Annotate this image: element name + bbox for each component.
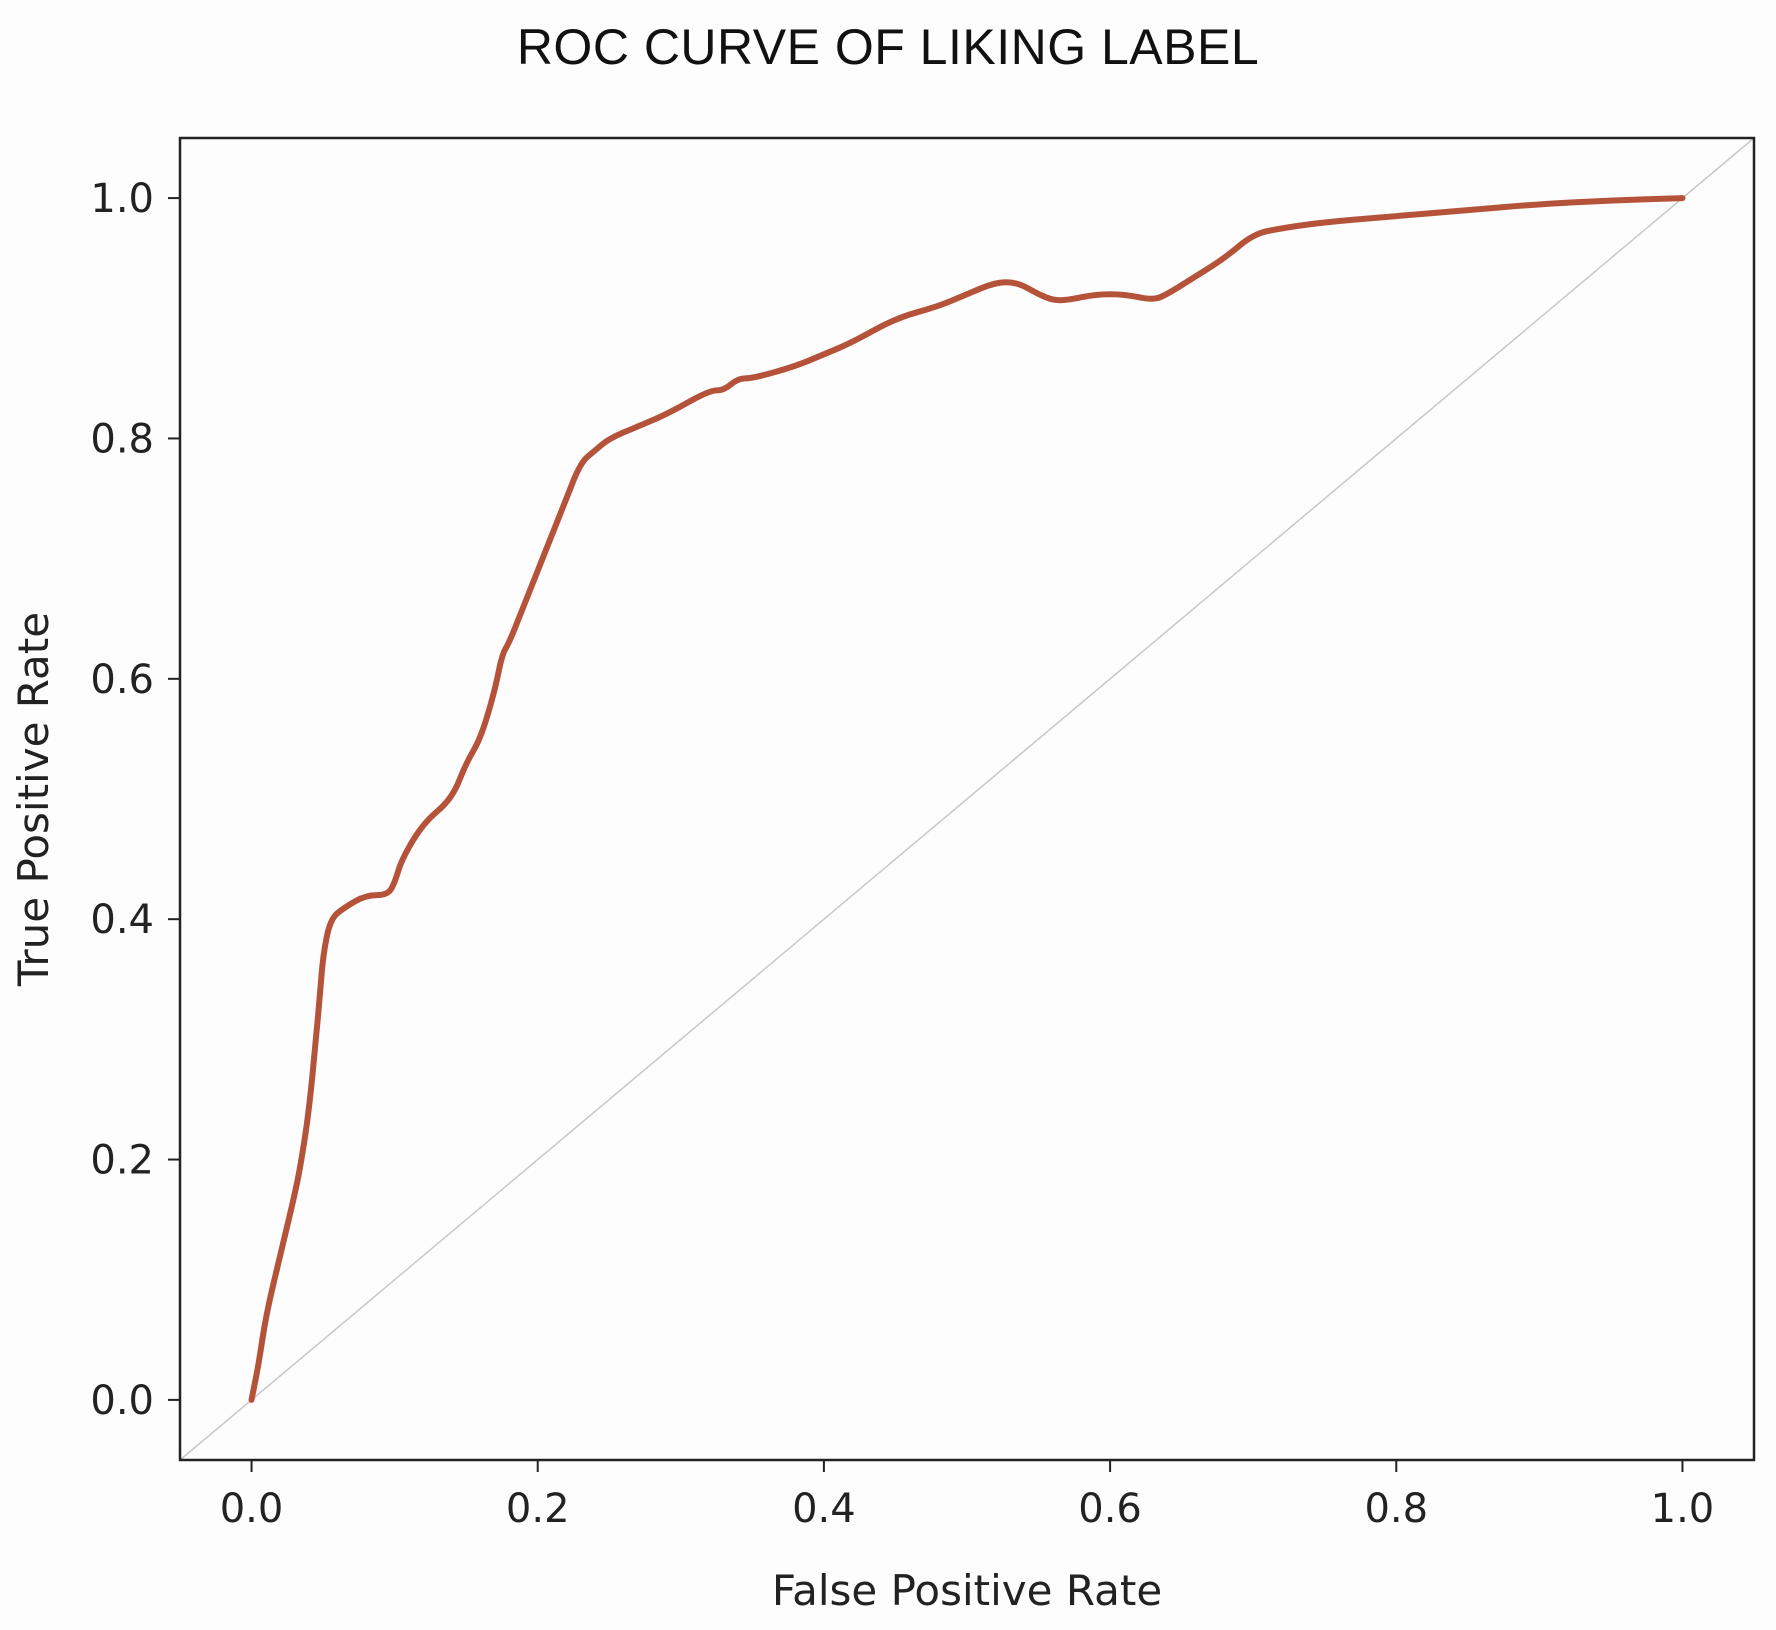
chart-title: ROC CURVE OF LIKING LABEL xyxy=(516,19,1260,75)
roc-curve-line xyxy=(248,195,1686,1403)
y-tick-label: 0.0 xyxy=(90,1378,154,1424)
curve-layer xyxy=(248,195,1686,1403)
x-tick-label: 0.0 xyxy=(220,1486,284,1532)
y-tick-label: 0.4 xyxy=(90,897,154,943)
y-axis-label: True Positive Rate xyxy=(9,612,58,987)
x-tick-label: 0.2 xyxy=(506,1486,570,1532)
x-tick-label: 0.8 xyxy=(1364,1486,1428,1532)
y-tick-label: 1.0 xyxy=(90,176,154,222)
x-tick-label: 0.6 xyxy=(1078,1486,1142,1532)
x-tick-label: 0.4 xyxy=(792,1486,856,1532)
y-tick-label: 0.6 xyxy=(90,657,154,703)
x-tick-label: 1.0 xyxy=(1651,1486,1715,1532)
x-axis-label: False Positive Rate xyxy=(772,1566,1162,1615)
y-tick-label: 0.8 xyxy=(90,416,154,462)
chance-diagonal-line xyxy=(179,137,1755,1461)
diagonal-layer xyxy=(179,137,1755,1461)
y-axis-ticks: 0.0 0.2 0.4 0.6 0.8 1.0 xyxy=(90,176,180,1424)
x-axis-ticks: 0.0 0.2 0.4 0.6 0.8 1.0 xyxy=(220,1460,1715,1532)
plot-frame xyxy=(178,136,1756,1462)
y-tick-label: 0.2 xyxy=(90,1138,154,1184)
